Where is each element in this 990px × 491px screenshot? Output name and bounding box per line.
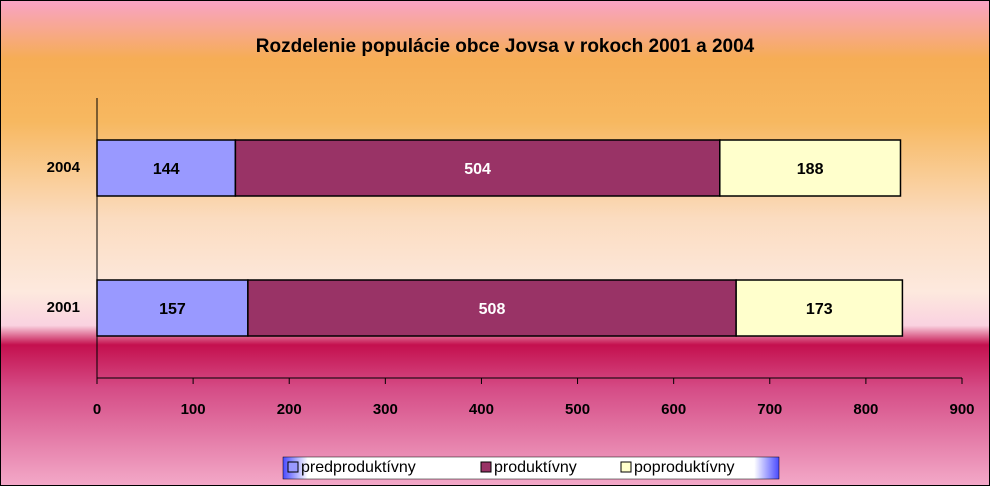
legend-swatch (480, 461, 492, 473)
data-label: 157 (159, 301, 186, 318)
y-tick-label: 2004 (47, 159, 81, 176)
x-tick-label: 800 (853, 401, 878, 418)
x-tick-label: 500 (565, 401, 590, 418)
data-label: 504 (464, 161, 491, 178)
bar-segment (234, 139, 721, 197)
data-label: 508 (479, 301, 506, 318)
y-tick-label: 2001 (47, 299, 80, 316)
x-tick-label: 900 (949, 401, 974, 418)
legend-label: produktívny (494, 459, 577, 476)
legend (282, 456, 780, 480)
x-tick-label: 300 (373, 401, 398, 418)
bar-segment (735, 279, 904, 337)
bar-segment (96, 279, 249, 337)
x-tick-label: 200 (277, 401, 302, 418)
x-tick-label: 0 (93, 401, 101, 418)
x-tick-label: 700 (757, 401, 782, 418)
legend-label: poproduktívny (634, 459, 735, 476)
bar-segment (96, 139, 237, 197)
x-tick-label: 100 (181, 401, 206, 418)
data-label: 188 (797, 161, 824, 178)
bar-segment (719, 139, 902, 197)
data-label: 144 (153, 161, 180, 178)
legend-swatch (287, 461, 299, 473)
legend-swatch (620, 461, 632, 473)
x-tick-label: 600 (661, 401, 686, 418)
legend-label: predproduktívny (301, 459, 416, 476)
chart-title: Rozdelenie populácie obce Jovsa v rokoch… (256, 36, 755, 57)
data-label: 173 (806, 301, 833, 318)
x-tick-label: 400 (469, 401, 494, 418)
